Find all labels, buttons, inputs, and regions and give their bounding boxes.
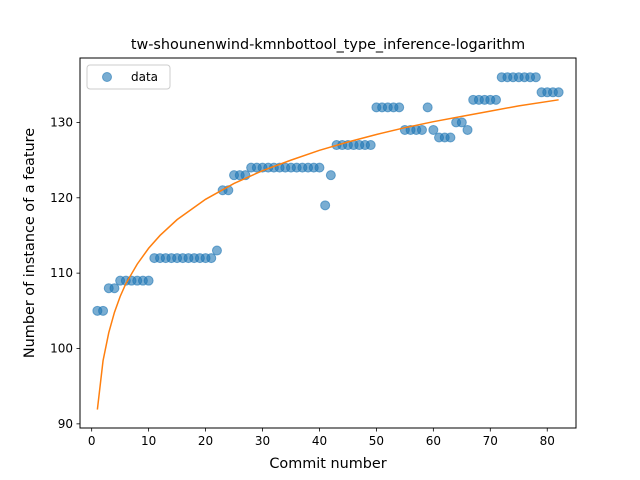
y-axis: 90 100 110 120 130 — [50, 115, 80, 431]
data-point — [143, 275, 154, 286]
y-tick-label: 90 — [58, 417, 73, 431]
data-point — [530, 72, 541, 83]
data-point — [98, 305, 109, 316]
y-axis-label: Number of instance of a feature — [22, 128, 38, 358]
x-axis: 0 10 20 30 40 50 60 70 80 — [88, 428, 555, 448]
data-point — [416, 124, 427, 135]
plot-area — [92, 72, 564, 410]
x-tick-label: 70 — [483, 434, 498, 448]
data-point — [206, 253, 217, 264]
legend-marker — [102, 72, 112, 82]
plot-frame — [79, 57, 577, 429]
y-tick-label: 120 — [50, 191, 73, 205]
legend-box — [86, 64, 171, 90]
x-tick-label: 10 — [141, 434, 156, 448]
x-tick-label: 80 — [540, 434, 555, 448]
data-point — [314, 162, 325, 173]
data-point — [445, 132, 456, 143]
data-point — [422, 102, 433, 113]
data-point — [456, 117, 467, 128]
x-tick-label: 50 — [369, 434, 384, 448]
data-point — [109, 283, 120, 294]
data-point — [320, 200, 331, 211]
x-tick-label: 60 — [426, 434, 441, 448]
data-point — [394, 102, 405, 113]
data-point — [490, 94, 501, 105]
x-tick-label: 0 — [88, 434, 96, 448]
chart-title: tw-shounenwind-kmnbottool_type_inference… — [131, 37, 525, 53]
data-point — [553, 87, 564, 98]
y-tick-label: 110 — [50, 266, 73, 280]
data-point — [428, 124, 439, 135]
x-tick-label: 30 — [255, 434, 270, 448]
data-point — [211, 245, 222, 256]
y-tick-label: 100 — [50, 341, 73, 355]
fit-line — [96, 99, 559, 410]
data-point — [462, 124, 473, 135]
y-tick-label: 130 — [50, 115, 73, 129]
x-axis-label: Commit number — [269, 456, 386, 472]
data-point — [365, 140, 376, 151]
legend-label: data — [131, 70, 158, 84]
legend: data — [86, 64, 171, 90]
x-tick-label: 40 — [312, 434, 327, 448]
x-tick-label: 20 — [198, 434, 213, 448]
data-point — [325, 170, 336, 181]
